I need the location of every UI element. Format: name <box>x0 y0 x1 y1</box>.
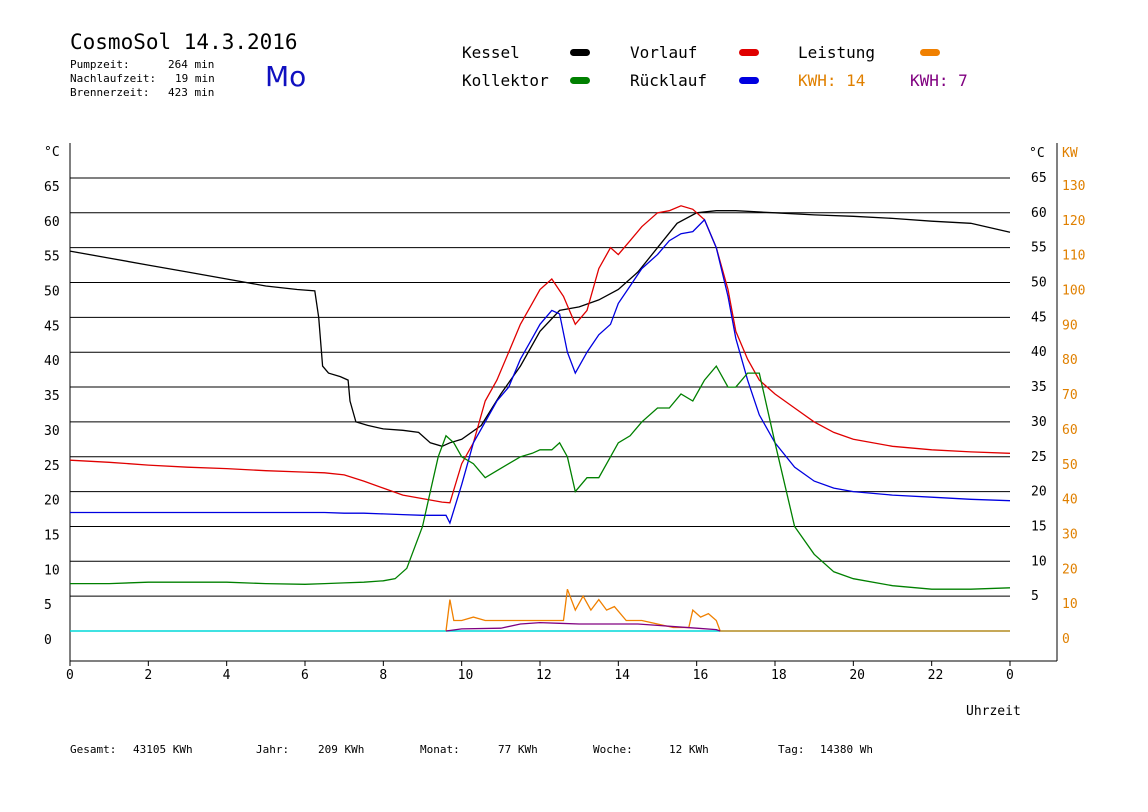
series-kollektor <box>70 364 1011 590</box>
series-kessel <box>69 210 1011 447</box>
y-tick-right-50: 50 <box>1031 276 1047 291</box>
y-tick-left-55: 55 <box>44 250 60 265</box>
brennerzeit-value: 423 min <box>168 86 215 99</box>
y-tick-right-5: 5 <box>1031 589 1039 604</box>
x-tick-5: 10 <box>458 668 474 683</box>
x-tick-11: 22 <box>928 668 944 683</box>
footer-monat-value: 77 KWh <box>498 743 538 756</box>
y-tick-left-40: 40 <box>44 354 60 369</box>
y-tick-right-65: 65 <box>1031 171 1047 186</box>
legend-kollektor-swatch <box>570 77 590 84</box>
y-tick-right-60: 60 <box>1031 206 1047 221</box>
y-tick-left-30: 30 <box>44 424 60 439</box>
footer-gesamt-value: 43105 KWh <box>133 743 193 756</box>
y2-tick-60: 60 <box>1062 423 1078 438</box>
y-axis-label-left: °C <box>44 145 60 160</box>
y2-tick-20: 20 <box>1062 562 1078 577</box>
legend-leistung-swatch <box>920 49 940 56</box>
y2-tick-100: 100 <box>1062 284 1085 299</box>
y-tick-right-30: 30 <box>1031 415 1047 430</box>
y2-tick-120: 120 <box>1062 214 1085 229</box>
y-tick-right-15: 15 <box>1031 519 1047 534</box>
y2-tick-50: 50 <box>1062 458 1078 473</box>
y-tick-right-35: 35 <box>1031 380 1047 395</box>
y-tick-right-40: 40 <box>1031 345 1047 360</box>
legend-kessel-label: Kessel <box>462 43 520 62</box>
y2-tick-10: 10 <box>1062 597 1078 612</box>
y-tick-left-25: 25 <box>44 459 60 474</box>
legend-kwh-orange: KWH: 14 <box>798 71 866 90</box>
footer-tag-value: 14380 Wh <box>820 743 873 756</box>
y-tick-left-5: 5 <box>44 598 52 613</box>
y-tick-left-15: 15 <box>44 528 60 543</box>
y-tick-left-20: 20 <box>44 494 60 509</box>
footer-woche-value: 12 KWh <box>669 743 709 756</box>
legend-kollektor-label: Kollektor <box>462 71 549 90</box>
y-tick-left-65: 65 <box>44 180 60 195</box>
y-axis-label-right: °C <box>1029 146 1045 161</box>
weekday-label: Mo <box>265 60 307 93</box>
x-tick-7: 14 <box>614 668 630 683</box>
series-kwh-purple <box>445 621 721 632</box>
y2-tick-90: 90 <box>1062 318 1078 333</box>
y-tick-left-50: 50 <box>44 285 60 300</box>
series-leistung <box>445 588 1010 632</box>
x-tick-2: 4 <box>223 668 231 683</box>
legend-vorlauf-swatch <box>739 49 759 56</box>
y-tick-right-20: 20 <box>1031 485 1047 500</box>
y2-tick-40: 40 <box>1062 493 1078 508</box>
footer-gesamt-label: Gesamt: <box>70 743 117 756</box>
x-tick-3: 6 <box>301 668 309 683</box>
y-tick-right-25: 25 <box>1031 450 1047 465</box>
y2-tick-30: 30 <box>1062 527 1078 542</box>
footer-tag-label: Tag: <box>778 743 805 756</box>
y-tick-right-45: 45 <box>1031 310 1047 325</box>
legend-kessel-swatch <box>570 49 590 56</box>
y2-tick-110: 110 <box>1062 249 1085 264</box>
x-tick-1: 2 <box>144 668 152 683</box>
y-tick-left-45: 45 <box>44 319 60 334</box>
nachlaufzeit-label: Nachlaufzeit: <box>70 72 157 85</box>
y-tick-right-55: 55 <box>1031 241 1047 256</box>
pumpzeit-value: 264 min <box>168 58 215 71</box>
chart-title: CosmoSol 14.3.2016 <box>70 30 298 54</box>
y2-tick-70: 70 <box>1062 388 1078 403</box>
x-tick-8: 16 <box>693 668 709 683</box>
y2-tick-130: 130 <box>1062 179 1085 194</box>
y-tick-right-10: 10 <box>1031 554 1047 569</box>
y2-axis-label: KW <box>1062 146 1078 161</box>
legend-ruecklauf-swatch <box>739 77 759 84</box>
y-tick-left-0: 0 <box>44 633 52 648</box>
brennerzeit-label: Brennerzeit: <box>70 86 150 99</box>
x-tick-6: 12 <box>536 668 552 683</box>
x-tick-9: 18 <box>771 668 787 683</box>
y-tick-left-60: 60 <box>44 215 60 230</box>
legend-kwh-purple: KWH: 7 <box>910 71 968 90</box>
series-vorlauf <box>69 205 1011 504</box>
y2-tick-80: 80 <box>1062 353 1078 368</box>
footer-woche-label: Woche: <box>593 743 633 756</box>
y-tick-left-10: 10 <box>44 563 60 578</box>
x-axis-label: Uhrzeit <box>966 704 1021 719</box>
x-tick-12: 0 <box>1006 668 1014 683</box>
series-r-cklauf <box>70 218 1011 525</box>
pumpzeit-label: Pumpzeit: <box>70 58 130 71</box>
y2-tick-0: 0 <box>1062 632 1070 647</box>
footer-jahr-value: 209 KWh <box>318 743 365 756</box>
legend-vorlauf-label: Vorlauf <box>630 43 698 62</box>
footer-jahr-label: Jahr: <box>256 743 290 756</box>
footer-monat-label: Monat: <box>420 743 460 756</box>
x-tick-0: 0 <box>66 668 74 683</box>
y-tick-left-35: 35 <box>44 389 60 404</box>
legend-leistung-label: Leistung <box>798 43 876 62</box>
x-tick-10: 20 <box>849 668 865 683</box>
x-tick-4: 8 <box>379 668 387 683</box>
nachlaufzeit-value: 19 min <box>175 72 215 85</box>
legend-ruecklauf-label: Rücklauf <box>630 71 708 90</box>
